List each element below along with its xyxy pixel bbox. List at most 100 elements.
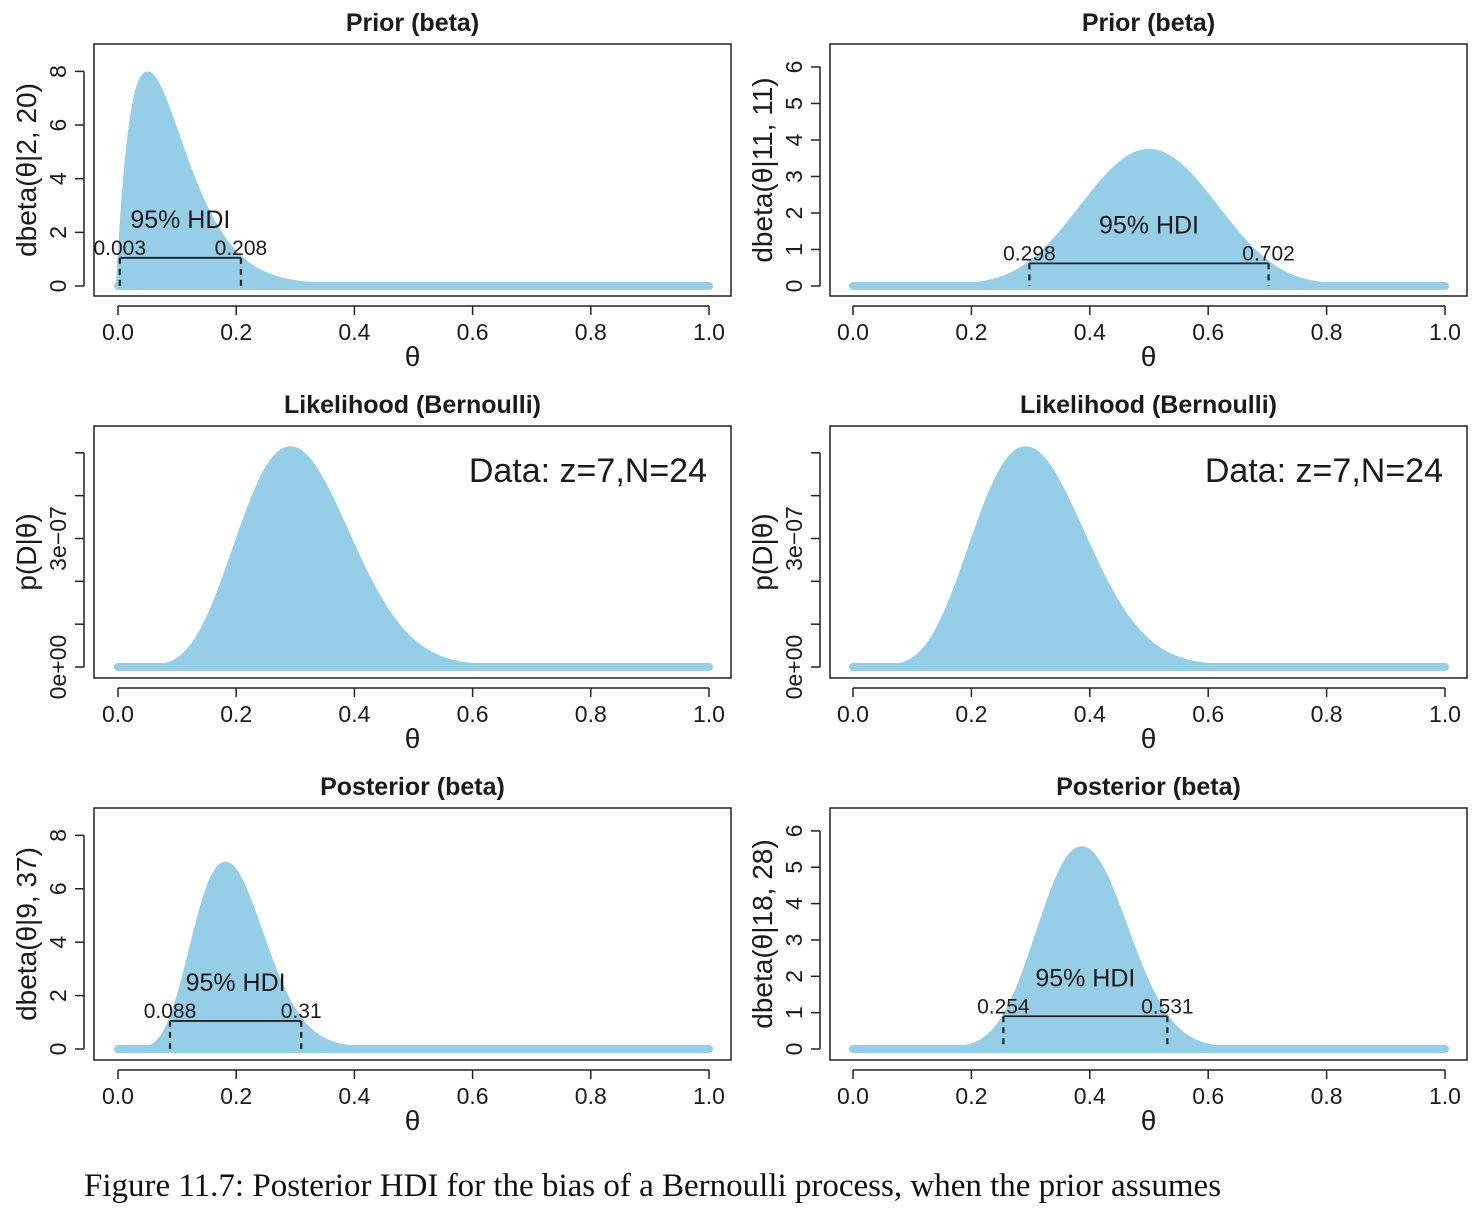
y-tick-label: 4 [45,172,71,185]
chart-title: Likelihood (Bernoulli) [284,391,541,419]
y-axis-label: p(D|θ) [11,513,42,590]
density-area [116,71,711,288]
x-tick-label: 1.0 [1429,701,1461,727]
hdi-label: 95% HDI [1099,211,1199,239]
y-tick-label: 8 [45,829,71,842]
hdi-high-label: 0.531 [1141,995,1194,1018]
y-tick-label: 5 [781,861,807,874]
y-axis-label: p(D|θ) [747,513,778,590]
x-tick-label: 0.8 [1311,1083,1343,1109]
hdi-low-label: 0.088 [144,1000,197,1023]
x-tick-label: 0.0 [837,701,869,727]
plot-frame [93,43,732,297]
x-tick-label: 0.0 [102,1083,134,1109]
x-tick-label: 0.0 [837,1083,869,1109]
plot-frame [93,425,732,679]
y-tick-label: 5 [781,97,807,110]
y-tick-label: 1 [781,243,807,256]
x-tick-label: 0.6 [1192,1083,1224,1109]
x-tick-label: 1.0 [1429,1083,1461,1109]
x-tick-label: 0.4 [1074,319,1106,345]
x-tick-label: 0.6 [1192,319,1224,345]
y-axis-label: dbeta(θ|2, 20) [11,83,42,257]
x-tick-label: 0.6 [457,701,489,727]
x-tick-label: 0.0 [102,319,134,345]
x-tick-label: 0.4 [1074,701,1106,727]
plot-frame [93,807,732,1061]
x-axis-label: θ [405,341,421,372]
hdi-high-label: 0.702 [1242,242,1295,265]
chart-title: Likelihood (Bernoulli) [1020,391,1277,419]
x-tick-label: 0.8 [575,319,607,345]
y-axis-label: dbeta(θ|9, 37) [11,847,42,1021]
hdi-label: 95% HDI [130,206,230,234]
y-tick-label: 2 [45,226,71,239]
data-annotation: Data: z=7,N=24 [469,452,707,490]
x-tick-label: 0.4 [1074,1083,1106,1109]
x-tick-label: 0.2 [220,701,252,727]
x-tick-label: 0.2 [220,319,252,345]
hdi-low-label: 0.298 [1003,242,1056,265]
data-annotation: Data: z=7,N=24 [1205,452,1443,490]
chart-title: Prior (beta) [346,9,479,37]
y-tick-label: 3 [781,170,807,183]
x-tick-label: 0.4 [338,1083,370,1109]
y-tick-label: 1 [781,1006,807,1019]
chart-panel: Prior (beta) 0.0 0.2 0.4 0.6 0.8 1.0 θ 0 1 2 3 4 5 6db… [747,9,1468,372]
y-tick-label: 0 [45,1043,71,1056]
x-axis-label: θ [1141,341,1157,372]
x-tick-label: 0.2 [220,1083,252,1109]
y-tick-label: 3e−07 [45,506,71,571]
plot-frame [829,807,1468,1061]
y-tick-label: 6 [45,882,71,895]
hdi-low-label: 0.003 [93,237,146,260]
figure-grid: Prior (beta)0.0 0.2 0.4 0.6 0.8 1.0θ02468dbet… [11,9,1468,1136]
x-tick-label: 0.8 [1311,701,1343,727]
hdi-label: 95% HDI [1035,964,1135,992]
x-tick-label: 0.6 [457,319,489,345]
plot-frame [829,425,1468,679]
x-tick-label: 1.0 [693,701,725,727]
chart-title: Posterior (beta) [320,773,505,801]
y-tick-label: 2 [781,970,807,983]
x-tick-label: 0.8 [575,1083,607,1109]
chart-title: Posterior (beta) [1056,773,1241,801]
y-tick-label: 2 [781,207,807,220]
x-tick-label: 1.0 [1429,319,1461,345]
y-tick-label: 0 [781,280,807,293]
hdi-low-label: 0.254 [977,995,1030,1018]
y-tick-label: 4 [45,936,71,949]
x-tick-label: 0.2 [955,319,987,345]
y-tick-label: 4 [781,133,807,146]
x-tick-label: 1.0 [693,1083,725,1109]
hdi-high-label: 0.208 [215,237,268,260]
y-tick-label: 0 [781,1043,807,1056]
density-area [851,846,1447,1051]
figure-caption: Figure 11.7: Posterior HDI for the bias … [84,1168,1222,1204]
x-tick-label: 0.4 [338,701,370,727]
y-tick-label: 0e+00 [45,635,71,700]
y-tick-label: 0e+00 [781,635,807,700]
x-axis-label: θ [1141,723,1157,754]
x-tick-label: 0.6 [1192,701,1224,727]
x-axis-label: θ [405,1105,421,1136]
x-axis-label: θ [1141,1105,1157,1136]
x-tick-label: 0.6 [457,1083,489,1109]
chart-panel: Prior (beta) 0.0 0.2 0.4 0.6 0.8 1.0 θ 0 2 4 6 8dbet… [11,9,732,372]
x-tick-label: 0.2 [955,701,987,727]
y-tick-label: 2 [45,989,71,1002]
x-tick-label: 0.4 [338,319,370,345]
chart-panel: Posterior (beta) 0.0 0.2 0.4 0.6 0.8 1.0 θ 0 2 4 6 8… [11,773,732,1136]
x-tick-label: 0.2 [955,1083,987,1109]
y-tick-label: 3e−07 [781,506,807,571]
chart-title: Prior (beta) [1082,9,1215,37]
x-tick-label: 0.0 [102,701,134,727]
x-tick-label: 0.8 [1311,319,1343,345]
chart-panel: Likelihood (Bernoulli) 0.0 0.2 0.4 0.6 0.8 1.0… [747,391,1468,754]
y-tick-label: 6 [45,119,71,132]
y-tick-label: 4 [781,897,807,910]
plot-frame [829,43,1468,297]
hdi-label: 95% HDI [186,969,286,997]
y-tick-label: 0 [45,280,71,293]
x-axis-label: θ [405,723,421,754]
